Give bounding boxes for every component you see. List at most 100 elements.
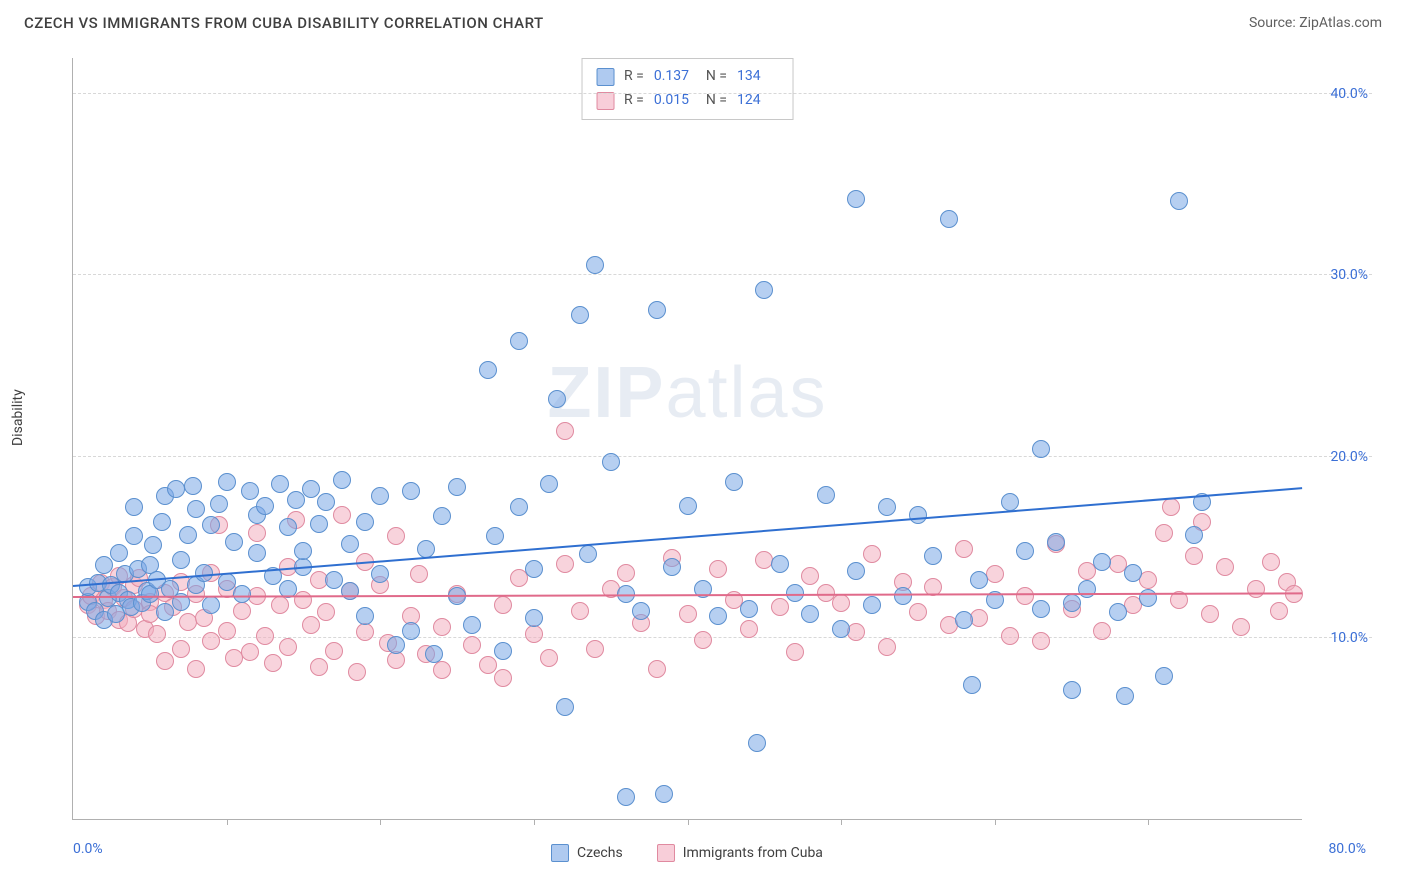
data-point	[184, 477, 202, 495]
data-point	[348, 663, 366, 681]
data-point	[1016, 542, 1034, 560]
x-tick	[1148, 819, 1149, 825]
data-point	[167, 480, 185, 498]
data-point	[909, 603, 927, 621]
data-point	[494, 596, 512, 614]
data-point	[241, 482, 259, 500]
legend-item-cuba: Immigrants from Cuba	[657, 844, 823, 862]
data-point	[425, 645, 443, 663]
data-point	[709, 560, 727, 578]
x-tick	[534, 819, 535, 825]
swatch-icon	[657, 844, 675, 862]
y-tick-label: 40.0%	[1330, 86, 1368, 102]
data-point	[1139, 571, 1157, 589]
data-point	[317, 603, 335, 621]
data-point	[241, 643, 259, 661]
data-point	[433, 507, 451, 525]
data-point	[371, 565, 389, 583]
data-point	[294, 542, 312, 560]
data-point	[356, 623, 374, 641]
data-point	[218, 622, 236, 640]
x-tick	[688, 819, 689, 825]
data-point	[725, 473, 743, 491]
gridline	[73, 274, 1372, 275]
data-point	[148, 625, 166, 643]
data-point	[287, 491, 305, 509]
data-point	[187, 660, 205, 678]
data-point	[1032, 440, 1050, 458]
data-point	[586, 640, 604, 658]
data-point	[218, 473, 236, 491]
data-point	[525, 609, 543, 627]
data-point	[740, 600, 758, 618]
data-point	[970, 571, 988, 589]
n-label: N =	[706, 65, 727, 89]
data-point	[225, 533, 243, 551]
data-point	[617, 564, 635, 582]
data-point	[878, 498, 896, 516]
data-point	[279, 518, 297, 536]
stats-row-czechs: R = 0.137 N = 134	[596, 65, 779, 89]
data-point	[317, 493, 335, 511]
data-point	[1047, 533, 1065, 551]
data-point	[410, 565, 428, 583]
data-point	[486, 527, 504, 545]
data-point	[179, 526, 197, 544]
data-point	[172, 551, 190, 569]
data-point	[556, 555, 574, 573]
data-point	[1185, 526, 1203, 544]
data-point	[279, 638, 297, 656]
data-point	[402, 482, 420, 500]
data-point	[310, 515, 328, 533]
data-point	[433, 618, 451, 636]
data-point	[663, 558, 681, 576]
data-point	[479, 361, 497, 379]
data-point	[1001, 627, 1019, 645]
data-point	[153, 513, 171, 531]
data-point	[110, 544, 128, 562]
data-point	[333, 471, 351, 489]
swatch-icon	[551, 844, 569, 862]
data-point	[156, 652, 174, 670]
data-point	[1170, 192, 1188, 210]
data-point	[1155, 524, 1173, 542]
data-point	[463, 636, 481, 654]
data-point	[540, 475, 558, 493]
data-point	[1162, 498, 1180, 516]
data-point	[579, 545, 597, 563]
data-point	[694, 631, 712, 649]
data-point	[448, 478, 466, 496]
data-point	[494, 669, 512, 687]
data-point	[294, 591, 312, 609]
data-point	[970, 609, 988, 627]
data-point	[271, 596, 289, 614]
data-point	[256, 627, 274, 645]
data-point	[187, 500, 205, 518]
data-point	[202, 632, 220, 650]
bottom-legend: Czechs Immigrants from Cuba	[72, 844, 1302, 862]
data-point	[963, 676, 981, 694]
x-tick	[227, 819, 228, 825]
data-point	[387, 527, 405, 545]
data-point	[740, 620, 758, 638]
gridline	[73, 456, 1372, 457]
x-tick	[995, 819, 996, 825]
data-point	[356, 607, 374, 625]
y-tick-label: 20.0%	[1330, 449, 1368, 465]
chart-container: Disability ZIPatlas R = 0.137 N = 134 R …	[24, 48, 1382, 868]
data-point	[586, 256, 604, 274]
data-point	[801, 567, 819, 585]
data-point	[341, 535, 359, 553]
data-point	[302, 616, 320, 634]
n-value: 134	[737, 65, 779, 89]
data-point	[955, 611, 973, 629]
data-point	[556, 422, 574, 440]
data-point	[617, 788, 635, 806]
data-point	[248, 544, 266, 562]
data-point	[202, 516, 220, 534]
data-point	[1116, 687, 1134, 705]
data-point	[832, 594, 850, 612]
data-point	[940, 210, 958, 228]
data-point	[847, 190, 865, 208]
data-point	[1093, 553, 1111, 571]
